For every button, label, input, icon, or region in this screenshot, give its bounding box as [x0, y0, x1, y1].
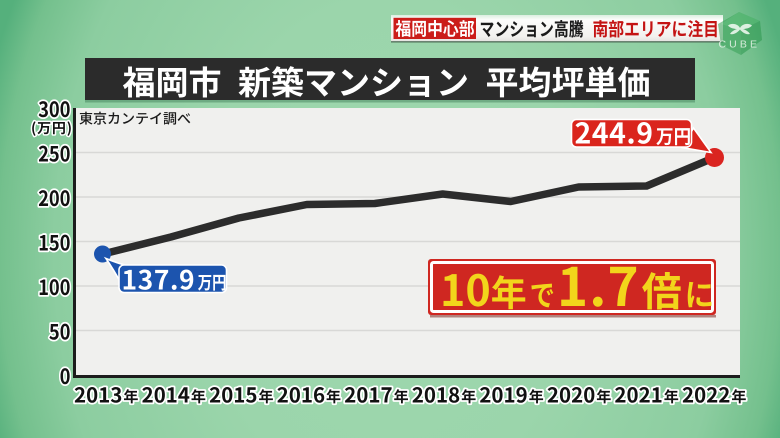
svg-text:CUBE: CUBE [719, 39, 761, 51]
